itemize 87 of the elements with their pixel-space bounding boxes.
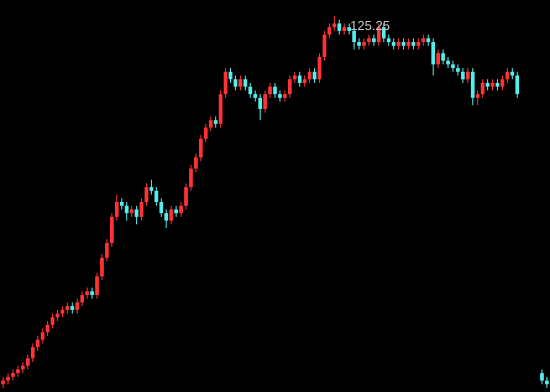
candlestick: [164, 208, 168, 229]
candlestick: [342, 22, 346, 36]
candlestick: [26, 354, 30, 370]
candlestick: [198, 134, 203, 162]
candlestick: [496, 78, 500, 91]
candlestick: [124, 202, 129, 222]
candlestick: [90, 287, 94, 300]
candlestick: [150, 179, 154, 196]
candlestick: [36, 335, 40, 352]
candlestick: [540, 368, 544, 385]
annotation: 125.25: [350, 18, 390, 33]
candlestick: [258, 94, 262, 121]
candlestick: [56, 309, 60, 322]
candlestick: [100, 254, 104, 281]
candlestick: [446, 56, 450, 69]
candlestick: [66, 302, 70, 314]
candlestick: [248, 82, 252, 98]
candlestick: [347, 22, 352, 36]
candlestick: [362, 38, 366, 50]
candlestick: [451, 60, 455, 72]
candlestick: [159, 198, 164, 218]
candlestick: [70, 302, 74, 314]
candlestick: [6, 372, 10, 385]
candlestick: [134, 205, 138, 225]
candlestick: [95, 272, 99, 300]
candlestick: [545, 376, 549, 388]
candlestick: [283, 90, 287, 102]
candlestick: [238, 75, 242, 91]
candlestick: [40, 328, 44, 344]
candlestick: [431, 38, 436, 76]
candlestick: [412, 38, 416, 50]
candlestick: [75, 298, 80, 314]
candlestick: [204, 123, 208, 143]
candlestick: [144, 182, 148, 206]
candlestick: [194, 153, 198, 173]
candlestick: [298, 71, 302, 88]
candlestick: [486, 78, 490, 91]
candlestick: [515, 71, 520, 98]
candlestick: [402, 38, 406, 50]
candlestick: [288, 75, 292, 98]
candlestick: [263, 90, 267, 114]
candlestick: [224, 68, 228, 98]
candlestick: [273, 82, 277, 98]
candlestick: [436, 48, 440, 69]
candlestick: [480, 78, 484, 98]
candlestick: [16, 365, 20, 378]
candlestick: [328, 22, 332, 39]
candlestick: [140, 198, 144, 222]
candlestick: [253, 90, 258, 102]
candlestick: [189, 164, 193, 192]
candlestick: [302, 75, 307, 88]
candlestick: [243, 75, 248, 91]
candlestick: [456, 64, 460, 76]
candlestick: [234, 75, 238, 91]
candlestick: [46, 320, 50, 336]
candlestick: [357, 38, 361, 50]
candlestick: [490, 78, 494, 91]
candlestick: [11, 368, 15, 382]
candlestick: [278, 90, 282, 102]
candlestick: [60, 306, 64, 318]
candlestick: [105, 238, 109, 262]
candlestick: [154, 186, 158, 206]
candlestick: [406, 38, 410, 50]
candlestick: [208, 116, 213, 132]
candlestick: [318, 52, 322, 84]
candlestick: [396, 38, 400, 50]
candlestick: [184, 182, 188, 210]
candlestick: [80, 290, 84, 307]
candlestick: [179, 202, 183, 218]
candlestick: [21, 361, 25, 374]
candlestick: [30, 342, 35, 362]
candlestick: [476, 90, 480, 106]
candlestick: [322, 30, 326, 62]
candlestick: [441, 48, 445, 65]
candlestick: [50, 313, 54, 329]
candlestick: [500, 75, 504, 91]
candlestick: [312, 68, 316, 84]
candlestick: [392, 38, 396, 50]
candlestick: [169, 205, 174, 225]
candlestick: [114, 194, 119, 222]
candlestick: [337, 19, 342, 36]
candlestick: [214, 116, 218, 128]
candlestick: [228, 68, 232, 84]
candlestick: [1, 376, 5, 388]
candlestick: [268, 82, 272, 98]
candlestick: [367, 34, 371, 46]
candlestick: [416, 38, 420, 50]
